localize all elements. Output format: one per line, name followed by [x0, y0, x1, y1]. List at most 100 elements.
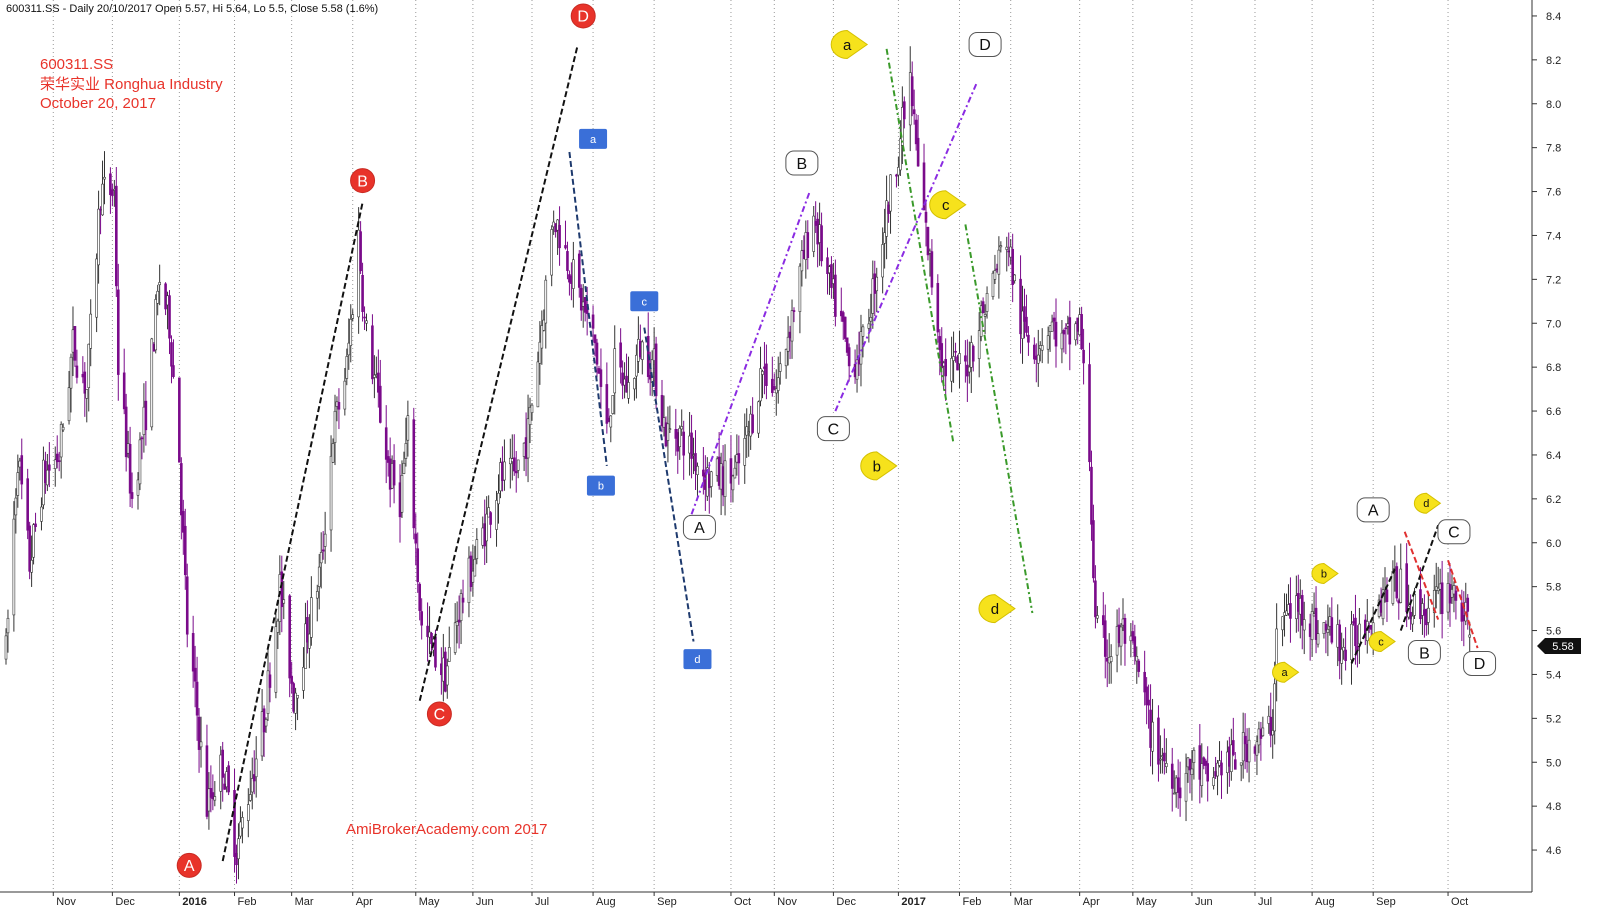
candle-body [351, 314, 355, 319]
candle-body [1190, 768, 1194, 775]
yellow-flag-marker [830, 29, 869, 59]
candle [197, 708, 201, 773]
candle-body [1271, 730, 1275, 736]
x-tick-label: Sep [657, 896, 677, 908]
candle-body [774, 388, 778, 394]
candle-body [536, 361, 540, 408]
candle-body [280, 571, 284, 608]
candle-body [981, 301, 985, 314]
candle [412, 407, 416, 540]
x-tick-label: Nov [777, 896, 797, 908]
candle [530, 403, 534, 421]
candle-body [404, 443, 408, 459]
candle [792, 307, 796, 323]
wave-label-text: D [1474, 656, 1486, 673]
trend-line-red [1447, 559, 1479, 649]
candle [1036, 329, 1040, 387]
candle [1411, 606, 1414, 633]
candle-body [889, 174, 892, 212]
candle [116, 263, 120, 401]
candle [111, 183, 114, 207]
candle-body [180, 463, 183, 516]
candle [207, 772, 211, 830]
candle [402, 451, 406, 475]
candle-body [294, 692, 297, 714]
candle [304, 602, 307, 669]
wave-label-yellow-flag: b [860, 451, 898, 481]
candle-body [282, 599, 286, 604]
candle-body [247, 804, 250, 821]
candle-body [897, 167, 900, 176]
candle [55, 435, 59, 469]
wave-label-text: b [873, 458, 881, 475]
candle [1216, 760, 1219, 796]
candle [771, 356, 774, 397]
y-tick-label: 8.2 [1546, 55, 1561, 67]
candle [205, 724, 209, 820]
candle [83, 362, 87, 417]
candle [903, 96, 906, 129]
candle-body [985, 293, 989, 312]
candle-body [771, 378, 774, 393]
trend-line-purple [690, 191, 811, 515]
candle-body [85, 389, 89, 399]
white-callout-marker [1356, 497, 1390, 523]
candle-body [1281, 616, 1284, 631]
candle-body [140, 437, 144, 440]
candle [1068, 300, 1072, 371]
candle [400, 460, 404, 519]
candle [682, 420, 685, 480]
candle [1062, 328, 1066, 353]
wave-label-text: B [357, 173, 368, 190]
candle-body [46, 469, 49, 486]
red-circle-marker [176, 852, 202, 878]
candle [1190, 750, 1194, 801]
candle [1052, 311, 1056, 340]
candle [1302, 601, 1306, 655]
candle [57, 451, 61, 472]
candle [912, 89, 916, 125]
candle-body [609, 415, 613, 428]
wave-label-text: C [434, 707, 446, 724]
candle-body [650, 359, 654, 383]
candle [759, 346, 762, 407]
candle [392, 444, 396, 504]
white-callout-marker [816, 416, 850, 442]
candle [826, 247, 829, 295]
candle [897, 156, 900, 187]
wave-label-text: D [577, 9, 589, 26]
candle [16, 454, 20, 508]
white-callout-marker [1437, 519, 1471, 545]
candle [1241, 712, 1245, 779]
candle [1159, 735, 1162, 774]
candle [609, 415, 613, 443]
candle [294, 687, 297, 731]
candle-body [834, 274, 837, 317]
y-tick-label: 8.4 [1546, 11, 1561, 23]
y-tick-label: 6.0 [1546, 538, 1561, 550]
candle [1440, 560, 1444, 639]
candle-body [1011, 248, 1014, 285]
candle [250, 757, 254, 810]
candle [32, 523, 35, 565]
candle [319, 532, 323, 589]
candle [59, 421, 63, 479]
candle-body [901, 106, 904, 146]
yellow-flag-marker [929, 190, 967, 220]
candle [916, 114, 920, 167]
candle-body [321, 549, 325, 552]
candle-body [1405, 563, 1408, 613]
candle [109, 167, 112, 214]
candle [34, 512, 37, 532]
candle [544, 275, 548, 349]
candle-body [12, 518, 16, 616]
candle-body [1096, 615, 1099, 619]
candle [512, 434, 516, 476]
wave-label-text: B [1419, 645, 1430, 662]
candle-body [883, 232, 886, 244]
candle-body [55, 453, 59, 463]
last-price-label: 5.58 [1552, 641, 1573, 653]
candle [922, 143, 926, 211]
candle-body [830, 264, 833, 288]
candle [1289, 577, 1292, 643]
